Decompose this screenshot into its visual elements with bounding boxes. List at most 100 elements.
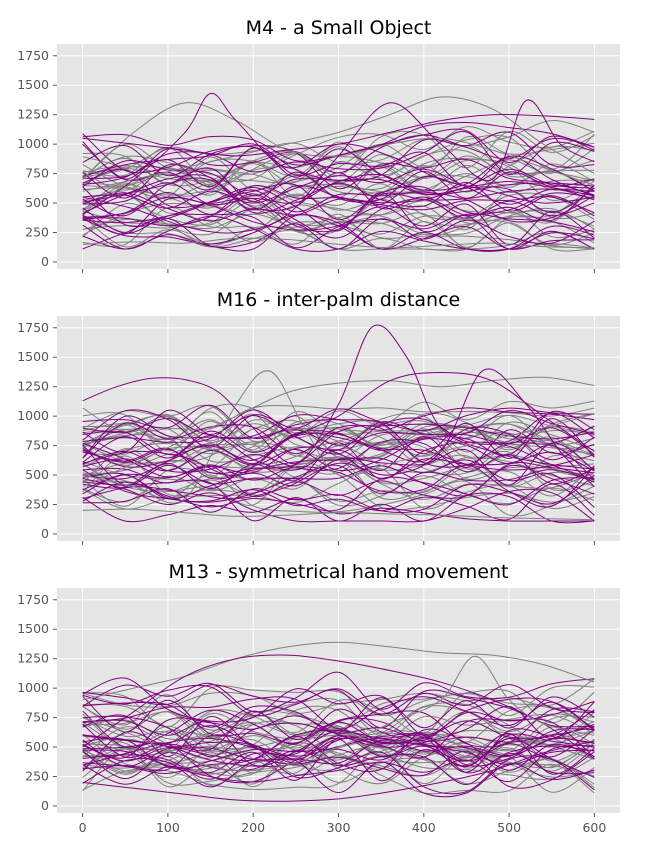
gray-series-line	[82, 694, 595, 738]
x-tick-label: 300	[327, 820, 351, 835]
y-tick-label: 0	[41, 798, 49, 813]
gray-series-line	[82, 404, 595, 449]
y-tick-label: 1000	[17, 136, 49, 151]
gray-series-line	[82, 641, 595, 701]
purple-series-line	[82, 654, 595, 760]
gray-series-line	[82, 459, 595, 503]
x-tick-label: 500	[497, 820, 521, 835]
y-tick-label: 500	[25, 467, 49, 482]
purple-series-line	[82, 715, 595, 758]
purple-series-line	[82, 197, 595, 246]
y-tick-label: 1750	[17, 592, 49, 607]
gray-series-line	[82, 705, 595, 754]
purple-series-line	[82, 750, 595, 789]
purple-series-line	[82, 441, 595, 490]
gray-series-line	[82, 204, 595, 248]
purple-series-line	[82, 719, 595, 768]
purple-series-line	[82, 134, 595, 180]
y-tick-label: 1500	[17, 621, 49, 636]
purple-series-line	[82, 191, 595, 239]
series-lines	[82, 92, 595, 252]
purple-series-line	[82, 714, 595, 758]
purple-series-line	[82, 709, 595, 759]
purple-series-line	[82, 177, 595, 217]
purple-series-line	[82, 432, 595, 471]
gray-series-line	[82, 508, 595, 521]
chart-title: M16 - inter-palm distance	[217, 289, 460, 311]
purple-series-line	[82, 147, 595, 192]
purple-series-line	[82, 99, 595, 234]
y-tick-label: 750	[25, 166, 49, 181]
gray-series-line	[82, 713, 595, 769]
purple-series-line	[82, 145, 595, 196]
purple-series-line	[82, 409, 595, 455]
y-tick-label: 750	[25, 438, 49, 453]
purple-series-line	[82, 168, 595, 209]
gray-series-line	[82, 443, 595, 492]
purple-series-line	[82, 168, 595, 214]
x-tick-label: 0	[79, 820, 87, 835]
y-tick-label: 1000	[17, 680, 49, 695]
purple-series-line	[82, 368, 595, 500]
purple-series-line	[82, 186, 595, 233]
y-tick-label: 750	[25, 710, 49, 725]
y-tick-label: 1250	[17, 651, 49, 666]
gray-series-line	[82, 145, 595, 193]
x-tick-label: 200	[241, 820, 265, 835]
purple-series-line	[82, 744, 595, 783]
gray-series-line	[82, 735, 595, 780]
purple-series-line	[82, 749, 595, 786]
y-tick-label: 1000	[17, 408, 49, 423]
purple-series-line	[82, 696, 595, 732]
purple-series-line	[82, 447, 595, 508]
gray-series-line	[82, 96, 595, 192]
gray-series-line	[82, 376, 595, 488]
purple-series-line	[82, 477, 595, 523]
chart-title: M4 - a Small Object	[246, 17, 432, 39]
purple-series-line	[82, 188, 595, 233]
purple-series-line	[82, 175, 595, 227]
purple-series-line	[82, 733, 595, 772]
gray-series-line	[82, 746, 595, 789]
y-tick-label: 1250	[17, 379, 49, 394]
gray-series-line	[82, 730, 595, 792]
x-tick-label: 600	[582, 820, 606, 835]
y-tick-label: 500	[25, 739, 49, 754]
purple-series-line	[82, 740, 595, 802]
gray-series-line	[82, 655, 595, 772]
gray-series-line	[82, 370, 595, 504]
purple-series-line	[82, 684, 595, 715]
y-tick-label: 1500	[17, 77, 49, 92]
y-tick-label: 0	[41, 526, 49, 541]
purple-series-line	[82, 752, 595, 798]
y-tick-label: 1750	[17, 320, 49, 335]
purple-series-line	[82, 168, 595, 223]
gray-series-line	[82, 237, 595, 249]
chart-title: M13 - symmetrical hand movement	[169, 561, 509, 583]
purple-series-line	[82, 371, 595, 476]
purple-series-line	[82, 732, 595, 785]
series-lines	[82, 324, 595, 524]
gray-series-line	[82, 143, 595, 184]
purple-series-line	[82, 324, 595, 470]
series-lines	[82, 641, 595, 802]
y-tick-label: 250	[25, 224, 49, 239]
gray-series-line	[82, 685, 595, 728]
purple-series-line	[82, 160, 595, 197]
chart-panel-3: 0 250 500 750 1000 1250 1500 1750 0 100 200 300 400 5…	[17, 561, 620, 835]
purple-series-line	[82, 684, 595, 729]
gray-series-line	[82, 454, 595, 494]
purple-series-line	[82, 472, 595, 521]
purple-series-line	[82, 671, 595, 713]
y-tick-label: 250	[25, 768, 49, 783]
purple-series-line	[82, 407, 595, 448]
purple-series-line	[82, 464, 595, 503]
purple-series-line	[82, 404, 595, 440]
purple-series-line	[82, 677, 595, 729]
gray-series-line	[82, 182, 595, 225]
purple-series-line	[82, 412, 595, 455]
purple-series-line	[82, 409, 595, 453]
y-tick-label: 500	[25, 195, 49, 210]
chart-panel-2: 0 250 500 750 1000 1250 1500 1750 M16 - inter-pa…	[17, 289, 620, 545]
